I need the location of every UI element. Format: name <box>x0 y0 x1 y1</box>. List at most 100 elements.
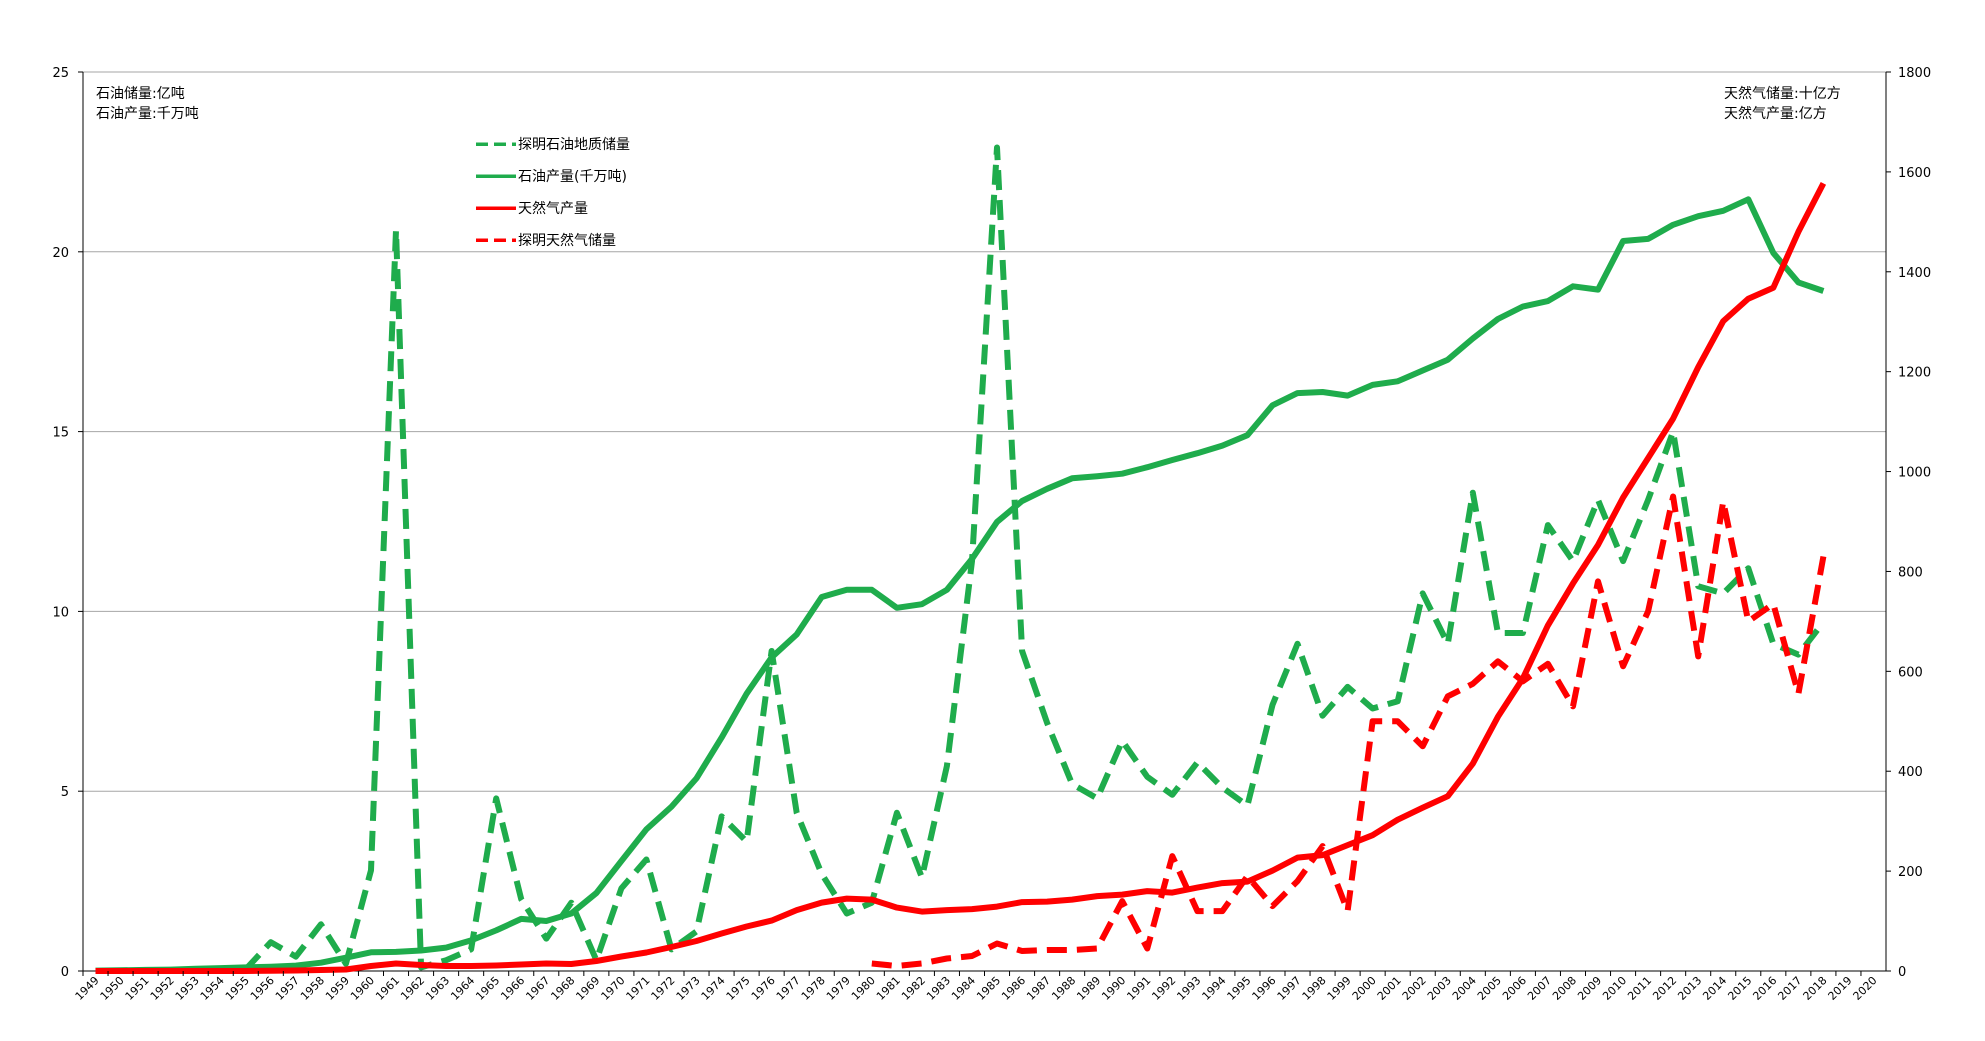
x-tick-label-1991: 1991 <box>1124 974 1153 1003</box>
x-tick-label-2001: 2001 <box>1375 974 1404 1003</box>
right-tick-label-9: 1800 <box>1898 66 1931 81</box>
right-axis-unit-note: 天然气储量:十亿方 天然气产量:亿方 <box>1724 84 1841 124</box>
legend-item-gas-production: 天然气产量 <box>476 192 630 224</box>
x-tick-label-1988: 1988 <box>1049 974 1078 1003</box>
right-tick-label-8: 1600 <box>1898 166 1931 181</box>
x-tick-label-1969: 1969 <box>573 974 602 1003</box>
x-tick-label-1967: 1967 <box>523 974 552 1003</box>
x-tick-label-1979: 1979 <box>824 974 853 1003</box>
x-tick-label-1982: 1982 <box>899 974 928 1003</box>
x-tick-label-2009: 2009 <box>1575 974 1604 1003</box>
x-tick-label-1958: 1958 <box>298 974 327 1003</box>
legend-swatch-gas-reserves <box>476 238 516 242</box>
legend: 探明石油地质储量 石油产量(千万吨) 天然气产量 探明天然气储量 <box>476 128 630 256</box>
x-tick-label-1984: 1984 <box>949 974 978 1003</box>
x-tick-label-2005: 2005 <box>1475 974 1504 1003</box>
x-tick-label-2018: 2018 <box>1801 974 1830 1003</box>
x-tick-label-1952: 1952 <box>148 974 177 1003</box>
x-tick-label-1951: 1951 <box>123 974 152 1003</box>
right-tick-label-5: 1000 <box>1898 466 1931 481</box>
x-tick-label-2003: 2003 <box>1425 974 1454 1003</box>
x-tick-label-1954: 1954 <box>198 974 227 1003</box>
x-tick-label-1974: 1974 <box>699 974 728 1003</box>
right-tick-label-0: 0 <box>1898 965 1906 980</box>
x-tick-label-1955: 1955 <box>223 974 252 1003</box>
x-tick-label-1956: 1956 <box>248 974 277 1003</box>
x-tick-label-2015: 2015 <box>1725 974 1754 1003</box>
right-tick-label-3: 600 <box>1898 665 1923 680</box>
left-axis-unit-line-2: 石油产量:千万吨 <box>96 106 199 122</box>
x-tick-label-1990: 1990 <box>1099 974 1128 1003</box>
x-tick-label-1959: 1959 <box>323 974 352 1003</box>
x-tick-label-1962: 1962 <box>398 974 427 1003</box>
x-tick-label-1977: 1977 <box>774 974 803 1003</box>
x-tick-label-1971: 1971 <box>624 974 653 1003</box>
x-tick-label-1960: 1960 <box>348 974 377 1003</box>
x-tick-label-1994: 1994 <box>1200 974 1229 1003</box>
x-tick-label-1983: 1983 <box>924 974 953 1003</box>
x-tick-label-1993: 1993 <box>1174 974 1203 1003</box>
x-tick-label-1972: 1972 <box>649 974 678 1003</box>
series-line-gas-reserves <box>871 493 1827 969</box>
x-tick-label-1999: 1999 <box>1325 974 1354 1003</box>
x-tick-label-2006: 2006 <box>1500 974 1529 1003</box>
x-tick-label-1996: 1996 <box>1250 974 1279 1003</box>
x-tick-label-1980: 1980 <box>849 974 878 1003</box>
series-line-oil-reserves <box>95 144 1826 974</box>
x-tick-label-1976: 1976 <box>749 974 778 1003</box>
legend-item-oil-reserves: 探明石油地质储量 <box>476 128 630 160</box>
x-tick-label-1964: 1964 <box>448 974 477 1003</box>
x-tick-label-1950: 1950 <box>98 974 127 1003</box>
x-tick-label-2008: 2008 <box>1550 974 1579 1003</box>
x-tick-label-2007: 2007 <box>1525 974 1554 1003</box>
left-tick-label-0: 0 <box>61 965 69 980</box>
legend-label-oil-reserves: 探明石油地质储量 <box>518 137 630 153</box>
legend-swatch-gas-production <box>476 206 516 210</box>
series-line-gas-production <box>95 182 1827 974</box>
x-tick-label-1995: 1995 <box>1225 974 1254 1003</box>
x-tick-label-1957: 1957 <box>273 974 302 1003</box>
legend-swatch-oil-reserves <box>476 142 516 146</box>
right-axis-unit-line-1: 天然气储量:十亿方 <box>1724 86 1841 102</box>
left-tick-label-3: 15 <box>52 426 69 441</box>
left-tick-label-4: 20 <box>52 246 69 261</box>
x-tick-label-2019: 2019 <box>1826 974 1855 1003</box>
x-tick-label-2004: 2004 <box>1450 974 1479 1003</box>
x-tick-label-2020: 2020 <box>1851 974 1880 1003</box>
series-line-oil-production <box>95 196 1825 974</box>
right-axis-unit-line-2: 天然气产量:亿方 <box>1724 106 1827 122</box>
x-tick-label-1966: 1966 <box>498 974 527 1003</box>
x-tick-label-2017: 2017 <box>1775 974 1804 1003</box>
x-tick-label-1965: 1965 <box>473 974 502 1003</box>
x-tick-label-1970: 1970 <box>599 974 628 1003</box>
x-tick-label-2012: 2012 <box>1650 974 1679 1003</box>
left-tick-label-1: 5 <box>61 785 69 800</box>
x-tick-label-1986: 1986 <box>999 974 1028 1003</box>
left-tick-label-2: 10 <box>52 605 69 620</box>
x-tick-label-1963: 1963 <box>423 974 452 1003</box>
x-tick-label-2013: 2013 <box>1675 974 1704 1003</box>
x-tick-label-1975: 1975 <box>724 974 753 1003</box>
x-tick-label-1973: 1973 <box>674 974 703 1003</box>
x-tick-label-1998: 1998 <box>1300 974 1329 1003</box>
x-tick-label-1981: 1981 <box>874 974 903 1003</box>
right-tick-label-7: 1400 <box>1898 266 1931 281</box>
right-tick-label-4: 800 <box>1898 565 1923 580</box>
legend-label-gas-production: 天然气产量 <box>518 201 588 217</box>
x-tick-label-1961: 1961 <box>373 974 402 1003</box>
right-tick-label-1: 200 <box>1898 865 1923 880</box>
legend-swatch-oil-production <box>476 174 516 178</box>
x-tick-label-2000: 2000 <box>1350 974 1379 1003</box>
legend-item-gas-reserves: 探明天然气储量 <box>476 224 630 256</box>
x-tick-label-1968: 1968 <box>548 974 577 1003</box>
x-tick-label-2010: 2010 <box>1600 974 1629 1003</box>
legend-label-oil-production: 石油产量(千万吨) <box>518 169 627 185</box>
right-tick-label-2: 400 <box>1898 765 1923 780</box>
x-tick-label-2011: 2011 <box>1625 974 1654 1003</box>
left-tick-label-5: 25 <box>52 66 69 81</box>
x-tick-label-1953: 1953 <box>173 974 202 1003</box>
x-tick-label-1992: 1992 <box>1149 974 1178 1003</box>
x-tick-label-1978: 1978 <box>799 974 828 1003</box>
